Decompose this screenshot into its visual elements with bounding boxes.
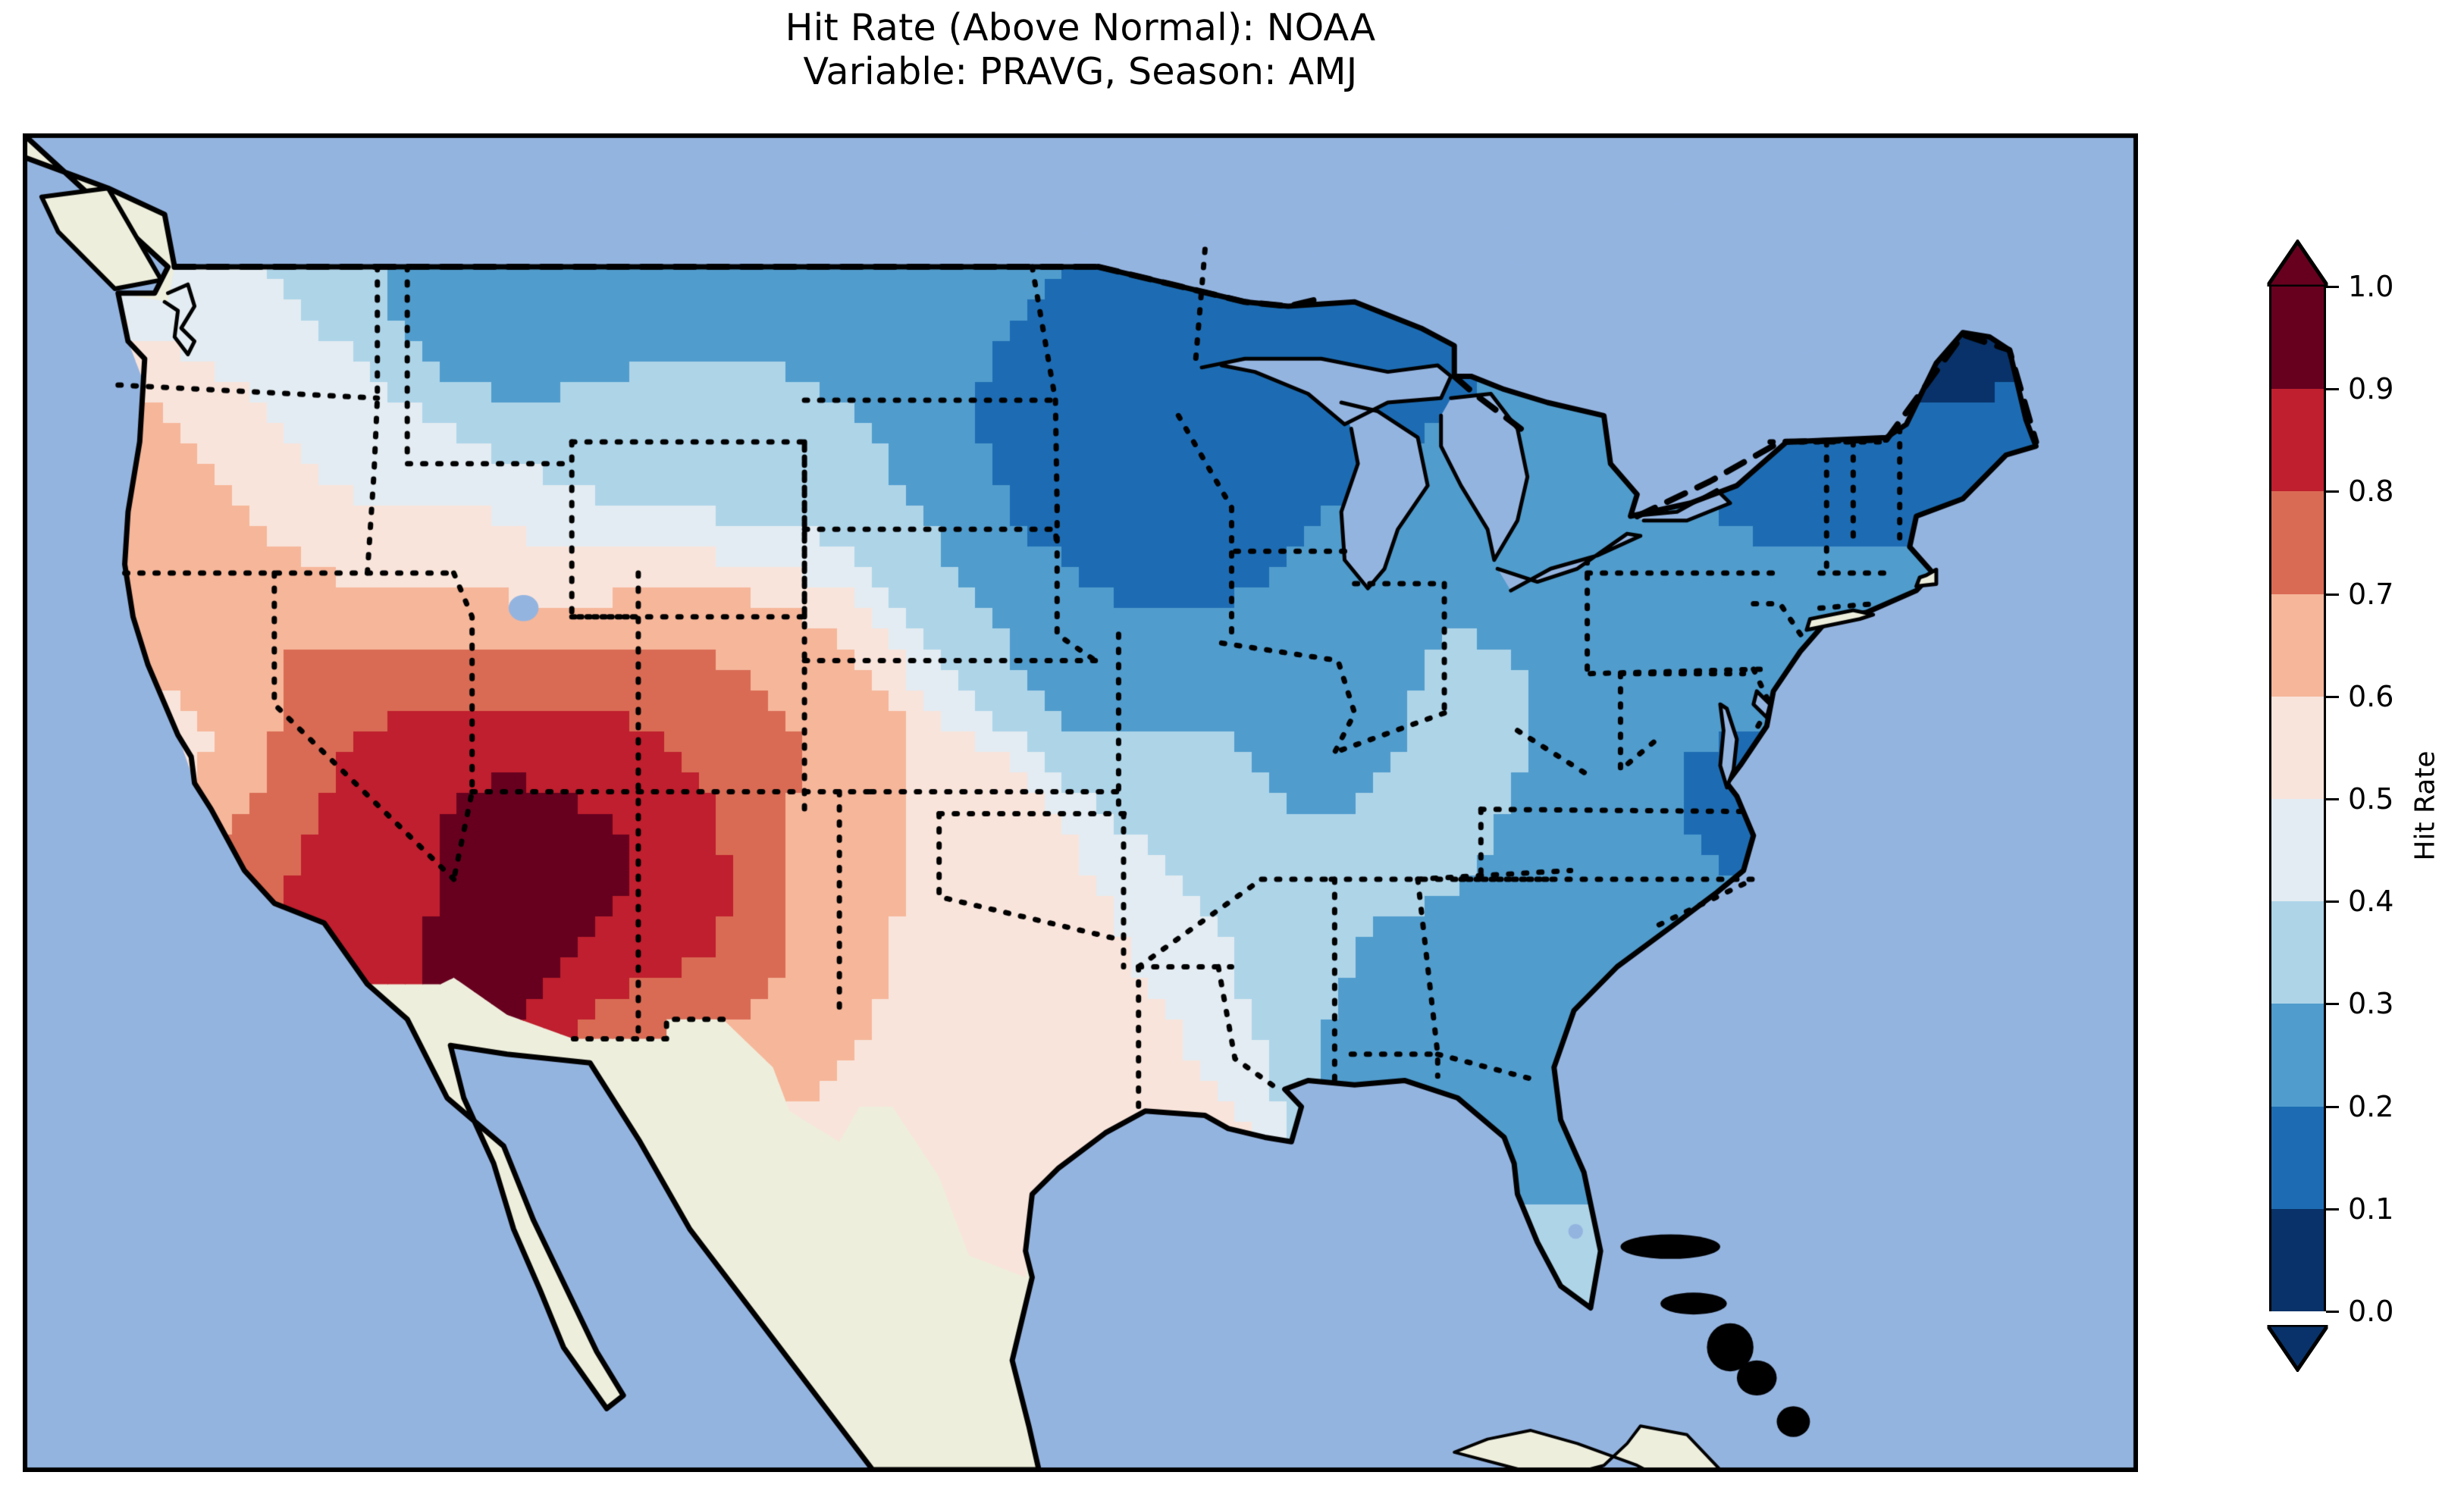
colorbar-band-2 [2271,491,2324,594]
colorbar-tick-label-2: 0.8 [2348,475,2394,509]
colorbar-tick-10 [2326,1311,2339,1313]
page-title: Hit Rate (Above Normal): NOAA Variable: … [785,6,1376,93]
colorbar-tick-2 [2326,490,2339,493]
colorbar-band-7 [2271,1004,2324,1107]
colorbar-axis-label: Hit Rate [2409,750,2441,861]
colorbar-tick-5 [2326,798,2339,800]
colorbar-tick-6 [2326,900,2339,904]
colorbar-tick-label-9: 0.1 [2348,1192,2394,1226]
colorbar-tick-label-0: 1.0 [2348,270,2394,303]
colorbar-bands [2269,287,2326,1311]
colorbar-tick-label-3: 0.7 [2348,577,2394,611]
colorbar-tick-label-4: 0.6 [2348,679,2394,713]
colorbar-tick-1 [2326,388,2339,391]
colorbar-tick-label-7: 0.3 [2348,987,2394,1021]
colorbar-band-5 [2271,798,2324,902]
colorbar-extend-top-arrow [2267,240,2328,287]
colorbar-tick-label-6: 0.4 [2348,885,2394,919]
colorbar-band-6 [2271,901,2324,1004]
colorbar-tick-label-8: 0.2 [2348,1089,2394,1123]
colorbar-band-9 [2271,1208,2324,1311]
colorbar-tick-8 [2326,1105,2339,1108]
colorbar-tick-0 [2326,286,2339,288]
colorbar-tick-label-5: 0.5 [2348,782,2394,816]
colorbar-tick-label-1: 0.9 [2348,372,2394,406]
hit-rate-heatmap [25,136,2136,1470]
colorbar-tick-4 [2326,695,2339,698]
colorbar-band-0 [2271,287,2324,390]
colorbar-band-3 [2271,594,2324,697]
colorbar-band-1 [2271,389,2324,492]
colorbar-tick-9 [2326,1207,2339,1211]
colorbar[interactable]: 1.0 0.9 0.8 0.7 0.6 0.5 0.4 0.3 0.2 0.1 0.0 Hit Ra… [2267,240,2459,1372]
colorbar-band-8 [2271,1106,2324,1209]
colorbar-extend-bottom-arrow [2267,1325,2328,1372]
colorbar-tick-3 [2326,593,2339,596]
colorbar-band-4 [2271,696,2324,799]
map-plot-area[interactable] [23,133,2138,1472]
colorbar-tick-label-10: 0.0 [2348,1295,2394,1328]
colorbar-tick-7 [2326,1003,2339,1006]
